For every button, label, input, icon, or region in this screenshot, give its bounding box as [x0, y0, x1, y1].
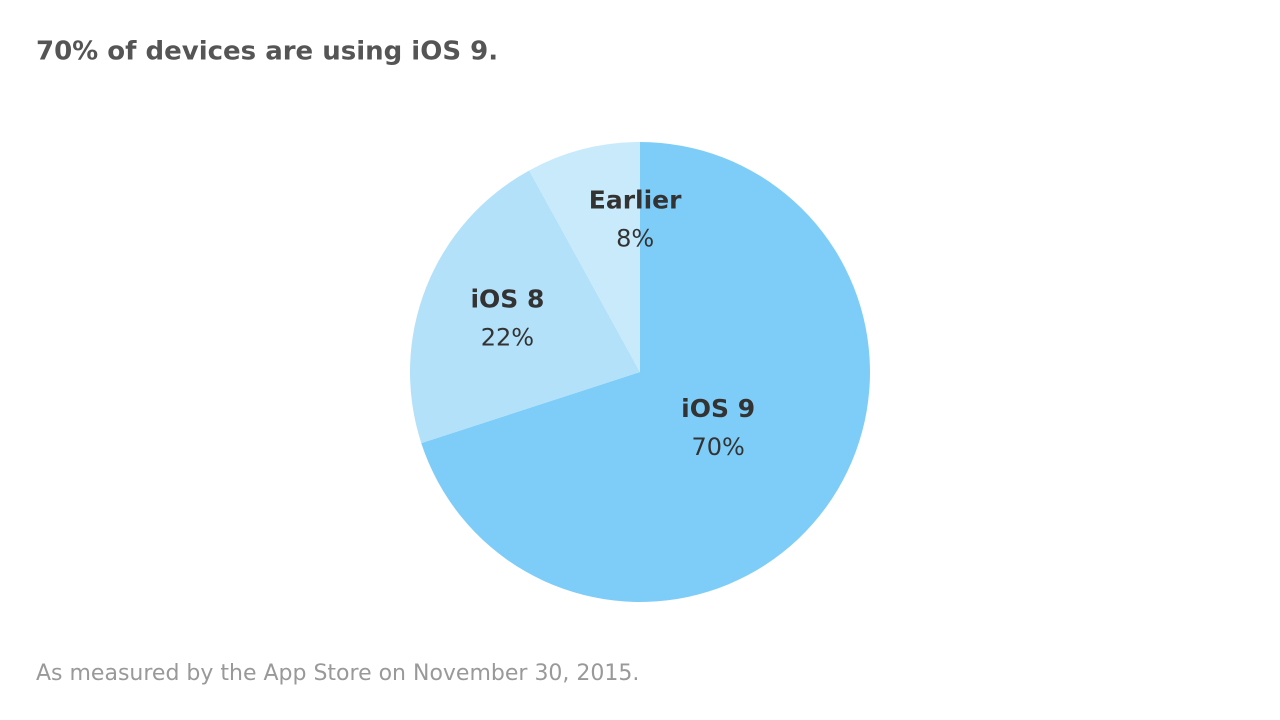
slice-label: iOS 8	[470, 285, 544, 314]
footnote: As measured by the App Store on November…	[36, 661, 639, 686]
slice-label: iOS 9	[681, 394, 755, 423]
chart-title: 70% of devices are using iOS 9.	[36, 37, 498, 67]
pie-slice	[409, 170, 640, 444]
pie-slice	[421, 142, 870, 602]
pie-slice	[529, 142, 640, 372]
slice-value-label: 22%	[481, 324, 534, 352]
slice-label: Earlier	[589, 186, 682, 215]
slice-value-label: 70%	[691, 433, 744, 461]
slice-value-label: 8%	[616, 225, 654, 253]
